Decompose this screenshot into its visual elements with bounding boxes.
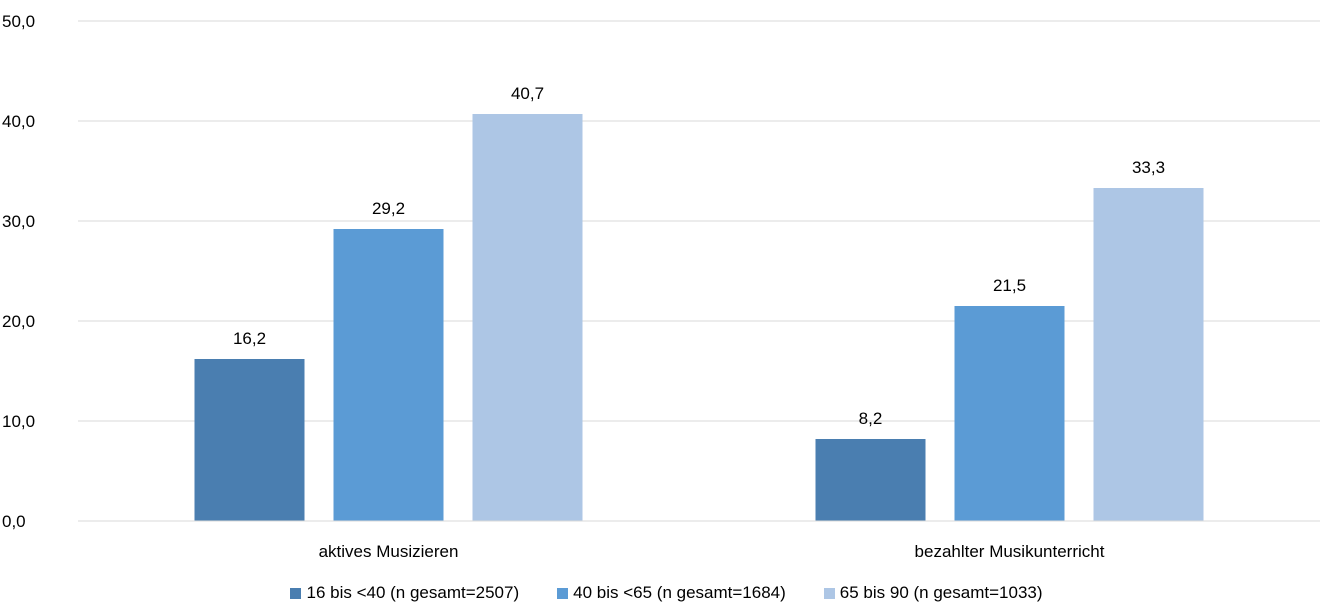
data-label: 8,2 <box>859 409 883 428</box>
legend-item-series-1: 16 bis <40 (n gesamt=2507) <box>290 583 519 603</box>
x-category-label: aktives Musizieren <box>319 542 459 561</box>
legend-label-series-1: 16 bis <40 (n gesamt=2507) <box>306 583 520 602</box>
data-label: 33,3 <box>1132 158 1165 177</box>
data-label: 21,5 <box>993 276 1026 295</box>
data-label: 16,2 <box>233 329 266 348</box>
x-category-label: bezahlter Musikunterricht <box>915 542 1105 561</box>
y-tick-label: 30,0 <box>2 212 35 231</box>
legend-swatch-series-2 <box>557 587 569 599</box>
legend-label-series-2: 40 bis <65 (n gesamt=1684) <box>573 583 786 602</box>
legend-label-series-3: 65 bis 90 (n gesamt=1033) <box>839 583 1043 602</box>
legend-item-series-2: 40 bis <65 (n gesamt=1684) <box>557 583 786 603</box>
legend-swatch-series-1 <box>290 587 302 599</box>
data-label: 29,2 <box>372 199 405 218</box>
bar <box>815 439 926 521</box>
bar <box>194 359 305 521</box>
data-labels: 16,2 29,2 40,7 8,2 21,5 33,3 <box>233 84 1165 428</box>
y-axis: 0,0 10,0 20,0 30,0 40,0 50,0 <box>2 12 35 531</box>
bars <box>194 114 1204 521</box>
legend: 16 bis <40 (n gesamt=2507) 40 bis <65 (n… <box>0 578 1333 608</box>
bar <box>472 114 583 521</box>
y-tick-label: 50,0 <box>2 12 35 31</box>
y-tick-label: 20,0 <box>2 312 35 331</box>
data-label: 40,7 <box>511 84 544 103</box>
legend-swatch-series-3 <box>823 587 835 599</box>
bar <box>954 306 1065 521</box>
bar <box>333 229 444 521</box>
legend-item-series-3: 65 bis 90 (n gesamt=1033) <box>823 583 1043 603</box>
bar <box>1093 188 1204 521</box>
y-tick-label: 40,0 <box>2 112 35 131</box>
y-tick-label: 0,0 <box>2 512 26 531</box>
x-axis: aktives Musizieren bezahlter Musikunterri… <box>78 520 1320 561</box>
y-tick-label: 10,0 <box>2 412 35 431</box>
